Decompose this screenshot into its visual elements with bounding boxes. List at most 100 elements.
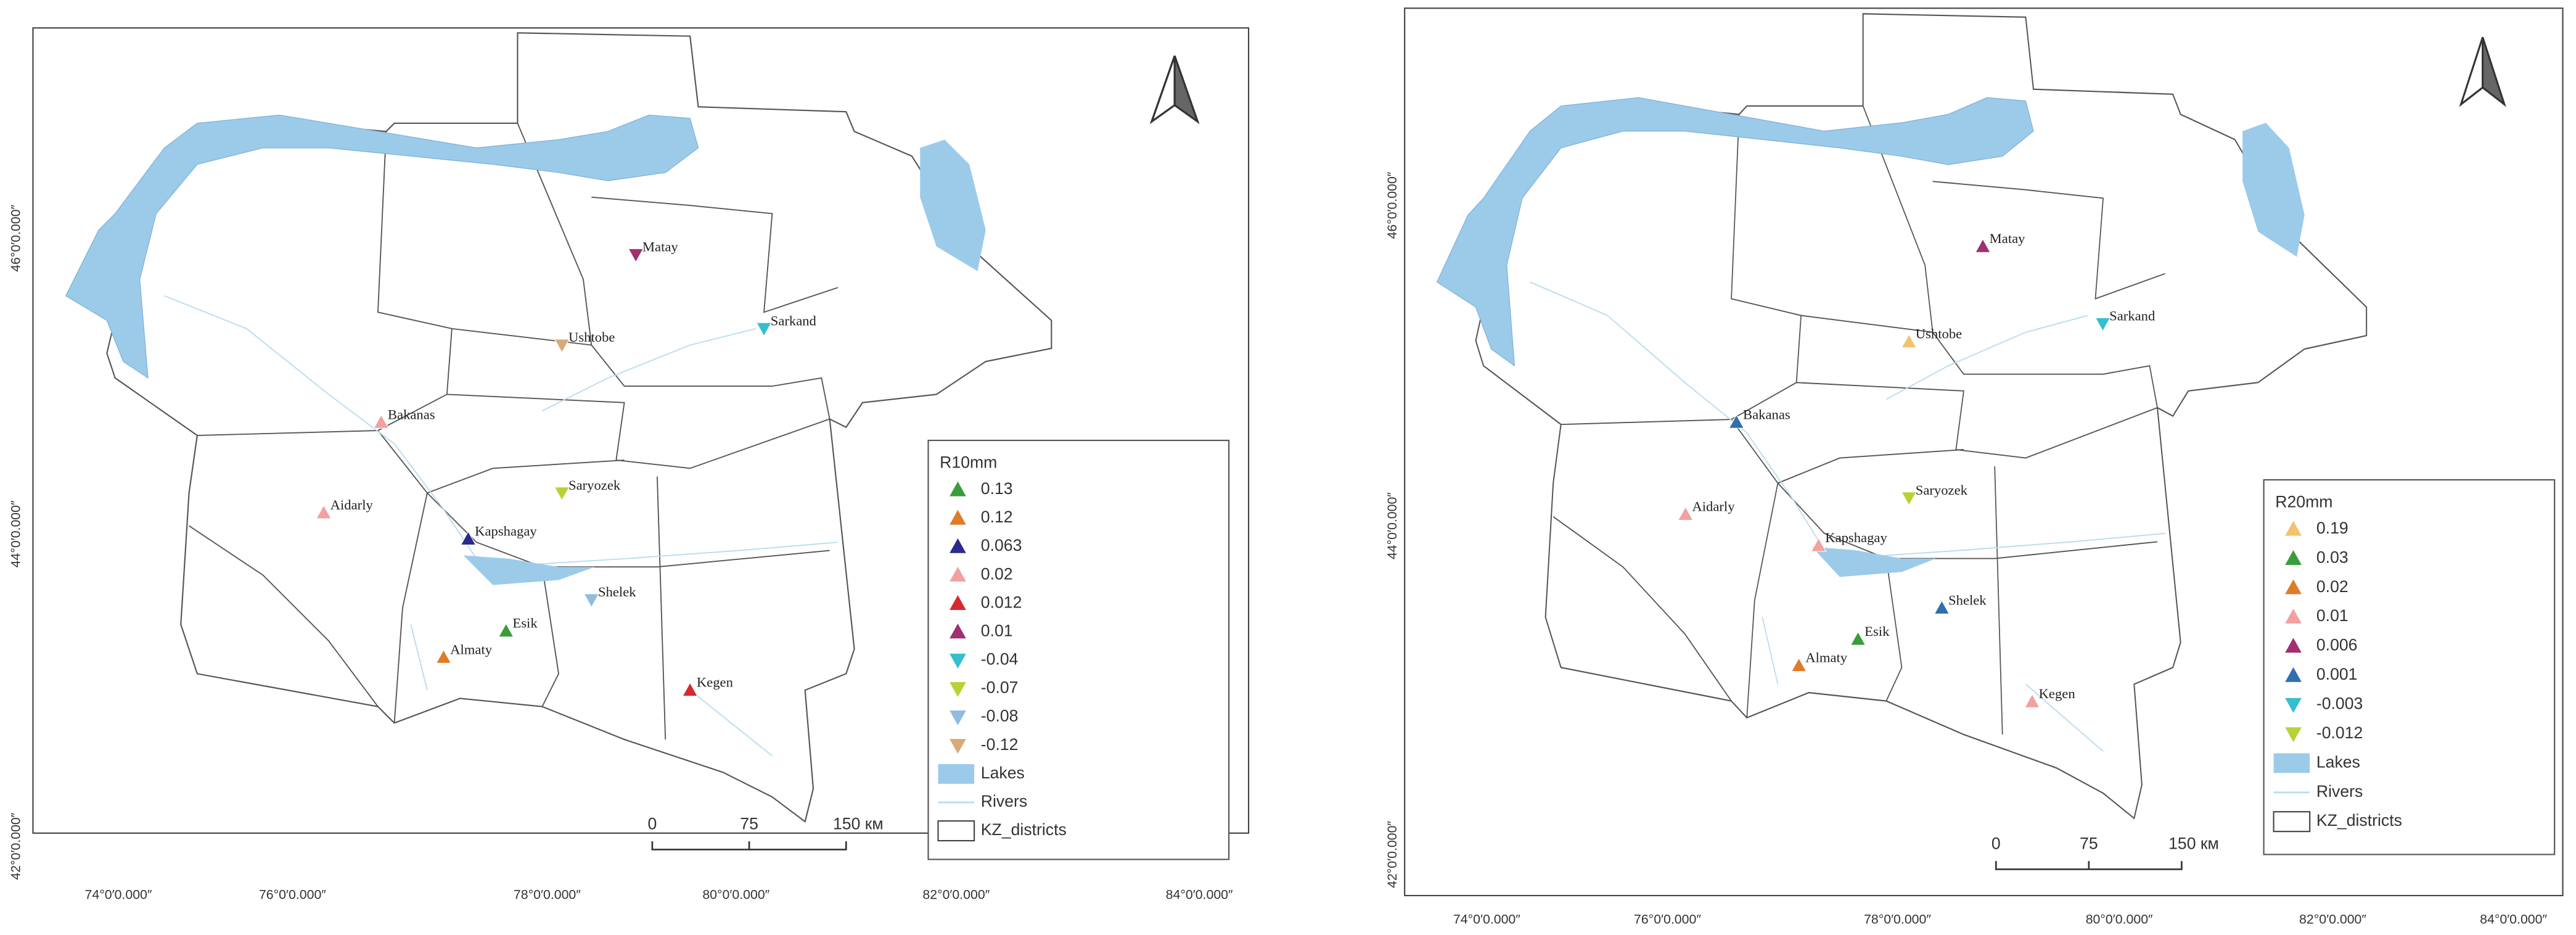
station-label: Bakanas bbox=[1743, 406, 1790, 422]
station-label: Kegen bbox=[697, 675, 733, 690]
scale-label: 75 bbox=[740, 815, 758, 833]
station-marker bbox=[460, 530, 477, 546]
y-coord-label: 42°0′0.000″ bbox=[1385, 821, 1400, 888]
legend-symbol bbox=[2285, 521, 2302, 536]
scale-bar bbox=[651, 841, 847, 851]
station-marker bbox=[554, 487, 570, 501]
legend-label: 0.006 bbox=[2316, 636, 2358, 654]
legend-title: R20mm bbox=[2275, 492, 2332, 511]
x-coord-label: 76°0′0.000″ bbox=[1634, 912, 1701, 927]
station-marker bbox=[2024, 693, 2040, 708]
station-label: Saryozek bbox=[1916, 482, 1968, 498]
x-coord-label: 84°0′0.000″ bbox=[1166, 888, 1233, 902]
legend-label: Lakes bbox=[2316, 752, 2360, 771]
station-label: Matay bbox=[1990, 231, 2025, 246]
legend-symbol bbox=[950, 739, 966, 754]
legend-label: 0.012 bbox=[981, 593, 1022, 611]
map-frame-2 bbox=[1404, 7, 2564, 897]
legend-label: -0.012 bbox=[2316, 723, 2363, 742]
station-label: Aidarly bbox=[330, 497, 374, 513]
legend-symbol bbox=[950, 711, 966, 726]
legend-symbol bbox=[2285, 550, 2302, 565]
x-coord-label: 82°0′0.000″ bbox=[922, 888, 990, 902]
legend-symbol bbox=[950, 595, 966, 610]
x-coord-label: 80°0′0.000″ bbox=[2086, 912, 2153, 927]
scale-bar bbox=[1995, 861, 2183, 870]
x-coord-label: 82°0′0.000″ bbox=[2299, 912, 2366, 927]
station-marker bbox=[682, 682, 699, 697]
legend-symbol bbox=[950, 624, 966, 639]
scale-label: 75 bbox=[2080, 834, 2098, 852]
legend-title: R10mm bbox=[940, 453, 997, 471]
station-label: Almaty bbox=[1805, 650, 1848, 665]
legend-label: Rivers bbox=[981, 792, 1027, 810]
station-label: Bakanas bbox=[388, 406, 435, 422]
legend-district-swatch bbox=[937, 820, 975, 842]
legend-label: -0.04 bbox=[981, 650, 1019, 669]
station-marker bbox=[316, 505, 332, 519]
scale-label: 0 bbox=[1991, 834, 2001, 852]
scale-label: 0 bbox=[648, 815, 657, 833]
station-label: Almaty bbox=[450, 641, 493, 657]
station-label: Aidarly bbox=[1692, 498, 1735, 514]
legend-symbol bbox=[950, 566, 966, 582]
station-label: Esik bbox=[1864, 624, 1890, 639]
y-coord-label: 42°0′0.000″ bbox=[8, 812, 23, 879]
legend-lake-swatch bbox=[938, 764, 975, 784]
station-marker bbox=[583, 593, 600, 608]
station-label: Sarkand bbox=[771, 313, 817, 328]
station-marker bbox=[2094, 317, 2111, 332]
legend-label: 0.001 bbox=[2316, 665, 2358, 683]
station-marker bbox=[1728, 414, 1745, 429]
station-marker bbox=[1790, 657, 1807, 672]
station-label: Shelek bbox=[598, 584, 636, 599]
station-marker bbox=[1677, 506, 1694, 521]
station-marker bbox=[1975, 238, 1991, 253]
legend-symbol bbox=[2285, 727, 2302, 743]
x-coord-label: 74°0′0.000″ bbox=[1453, 912, 1520, 927]
station-marker bbox=[628, 248, 644, 263]
legend-label: 0.12 bbox=[981, 508, 1013, 526]
legend-symbol bbox=[2285, 667, 2302, 682]
legend-label: Rivers bbox=[2316, 782, 2363, 801]
legend-label: Lakes bbox=[981, 764, 1025, 782]
legend-label: -0.003 bbox=[2316, 694, 2363, 712]
legend-district-swatch bbox=[2273, 811, 2311, 833]
station-label: Kapshagay bbox=[1825, 530, 1887, 545]
station-label: Ushtobe bbox=[1916, 326, 1962, 342]
station-label: Esik bbox=[512, 616, 538, 631]
legend-label: -0.07 bbox=[981, 678, 1019, 697]
legend-label: 0.13 bbox=[981, 479, 1013, 498]
legend-lake-swatch bbox=[2273, 753, 2310, 773]
y-coord-label: 46°0′0.000″ bbox=[8, 204, 23, 271]
legend-box bbox=[927, 439, 1230, 860]
y-coord-label: 46°0′0.000″ bbox=[1385, 171, 1400, 239]
legend-label: KZ_districts bbox=[2316, 811, 2402, 830]
station-label: Shelek bbox=[1948, 592, 1987, 608]
legend-label: 0.02 bbox=[2316, 577, 2348, 596]
legend-label: 0.01 bbox=[981, 621, 1013, 640]
legend-symbol bbox=[950, 538, 966, 553]
station-marker bbox=[1901, 334, 1918, 348]
station-label: Kegen bbox=[2039, 686, 2075, 701]
legend-symbol bbox=[950, 682, 966, 697]
x-coord-label: 78°0′0.000″ bbox=[1864, 912, 1931, 927]
x-coord-label: 76°0′0.000″ bbox=[259, 888, 326, 902]
x-coord-label: 84°0′0.000″ bbox=[2480, 912, 2547, 927]
y-coord-label: 44°0′0.000″ bbox=[8, 500, 23, 567]
legend-box bbox=[2263, 479, 2556, 855]
station-marker bbox=[373, 414, 390, 429]
station-marker bbox=[554, 339, 570, 353]
legend-label: -0.12 bbox=[981, 735, 1019, 754]
station-marker bbox=[1850, 631, 1866, 646]
x-coord-label: 78°0′0.000″ bbox=[514, 888, 581, 902]
station-marker bbox=[1901, 492, 1918, 506]
scale-label: 150 км bbox=[833, 815, 884, 833]
station-label: Ushtobe bbox=[568, 329, 615, 345]
legend-symbol bbox=[2285, 608, 2302, 624]
legend-label: 0.02 bbox=[981, 564, 1013, 583]
scale-label: 150 км bbox=[2168, 834, 2219, 852]
legend-label: 0.063 bbox=[981, 536, 1022, 554]
